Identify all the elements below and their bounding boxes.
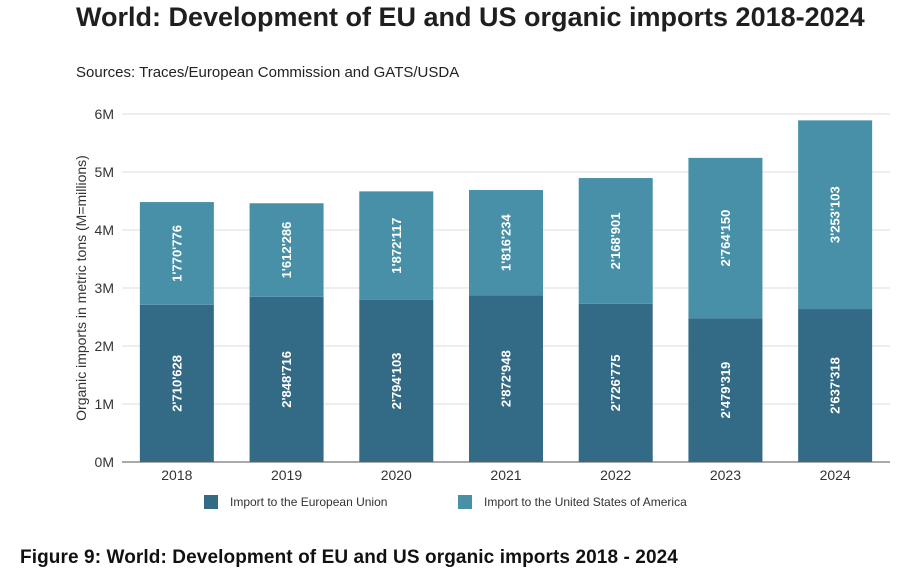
x-tick-label: 2019: [271, 467, 302, 483]
data-label-eu: 2'479'319: [718, 362, 733, 419]
y-axis-label: Organic imports in metric tons (M=millio…: [73, 155, 89, 421]
bar-eu: [359, 299, 434, 462]
bar-eu: [139, 304, 214, 462]
y-tick-label: 6M: [95, 106, 114, 122]
data-label-eu: 2'794'103: [389, 353, 404, 410]
data-label-eu: 2'726'775: [608, 355, 623, 412]
bar-usa: [798, 120, 873, 310]
bar-usa: [359, 191, 434, 300]
data-label-usa: 3'253'103: [828, 186, 843, 243]
legend-label-eu: Import to the European Union: [230, 495, 388, 509]
y-tick-label: 2M: [95, 338, 114, 354]
data-label-usa: 2'764'150: [718, 210, 733, 267]
x-tick-label: 2023: [710, 467, 741, 483]
bar-usa: [578, 178, 653, 304]
data-label-usa: 1'872'117: [389, 218, 404, 274]
legend-label-usa: Import to the United States of America: [484, 495, 687, 509]
chart-title: World: Development of EU and US organic …: [76, 2, 865, 32]
bar-usa: [688, 157, 763, 319]
x-tick-label: 2022: [600, 467, 631, 483]
x-tick-label: 2024: [820, 467, 851, 483]
data-label-usa: 1'816'234: [499, 214, 514, 272]
data-label-eu: 2'848'716: [279, 351, 294, 408]
bar-usa: [249, 203, 324, 297]
x-tick-label: 2020: [381, 467, 412, 483]
data-label-eu: 2'710'628: [169, 355, 184, 412]
data-label-usa: 1'770'776: [169, 225, 184, 282]
chart-subtitle: Sources: Traces/European Commission and …: [76, 64, 460, 81]
bar-eu: [688, 318, 763, 462]
legend-item-usa: Import to the United States of America: [458, 495, 687, 509]
y-tick-label: 0M: [95, 454, 114, 470]
bar-eu: [578, 303, 653, 462]
bar-eu: [798, 309, 873, 462]
data-label-usa: 2'168'901: [608, 213, 623, 270]
y-tick-label: 4M: [95, 222, 114, 238]
data-label-eu: 2'637'318: [828, 357, 843, 414]
bar-usa: [139, 202, 214, 305]
y-tick-label: 1M: [95, 396, 114, 412]
figure-caption: Figure 9: World: Development of EU and U…: [20, 547, 678, 568]
bar-eu: [469, 295, 543, 462]
legend-swatch-usa: [458, 495, 472, 509]
bar-usa: [469, 190, 543, 296]
legend: Import to the European Union Import to t…: [0, 495, 916, 515]
x-tick-label: 2021: [490, 467, 521, 483]
x-tick-label: 2018: [161, 467, 192, 483]
legend-swatch-eu: [204, 495, 218, 509]
data-label-eu: 2'872'948: [499, 350, 514, 407]
bar-eu: [249, 296, 324, 462]
y-tick-label: 5M: [95, 164, 114, 180]
data-label-usa: 1'612'286: [279, 222, 294, 279]
legend-item-eu: Import to the European Union: [204, 495, 387, 509]
stacked-bar-chart: 0M 1M 2M 3M 4M 5M 6M Organic imports in metric …: [73, 106, 890, 483]
y-tick-label: 3M: [95, 280, 114, 296]
